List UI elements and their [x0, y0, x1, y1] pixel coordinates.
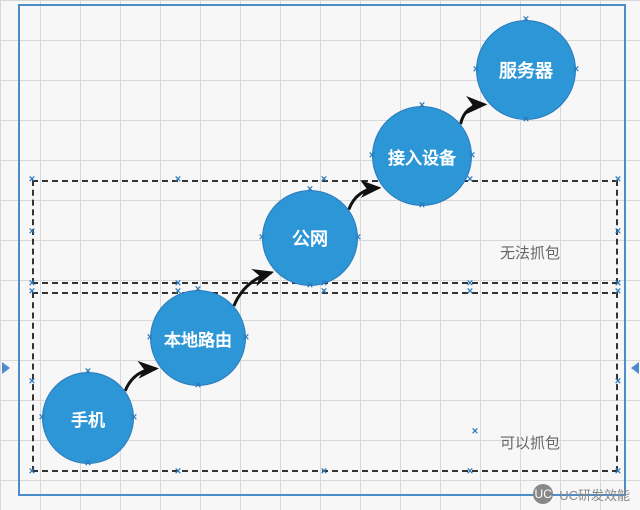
region-label-cannot: 无法抓包 — [500, 242, 560, 263]
node-label-phone: 手机 — [71, 406, 105, 431]
ruler-arrow-left — [2, 362, 10, 374]
node-phone[interactable]: 手机 — [42, 372, 134, 464]
watermark-icon: UC — [533, 484, 553, 504]
node-label-public: 公网 — [292, 225, 328, 251]
watermark-text: UC研发效能 — [559, 485, 630, 504]
node-access[interactable]: 接入设备 — [372, 106, 472, 206]
watermark: UC UC研发效能 — [533, 484, 630, 504]
node-router[interactable]: 本地路由 — [150, 290, 246, 386]
node-public[interactable]: 公网 — [262, 190, 358, 286]
node-label-access: 接入设备 — [388, 144, 456, 169]
node-label-router: 本地路由 — [164, 326, 232, 351]
region-label-can: 可以抓包 — [500, 432, 560, 453]
ruler-arrow-right — [631, 362, 639, 374]
node-label-server: 服务器 — [499, 57, 553, 83]
node-server[interactable]: 服务器 — [476, 20, 576, 120]
